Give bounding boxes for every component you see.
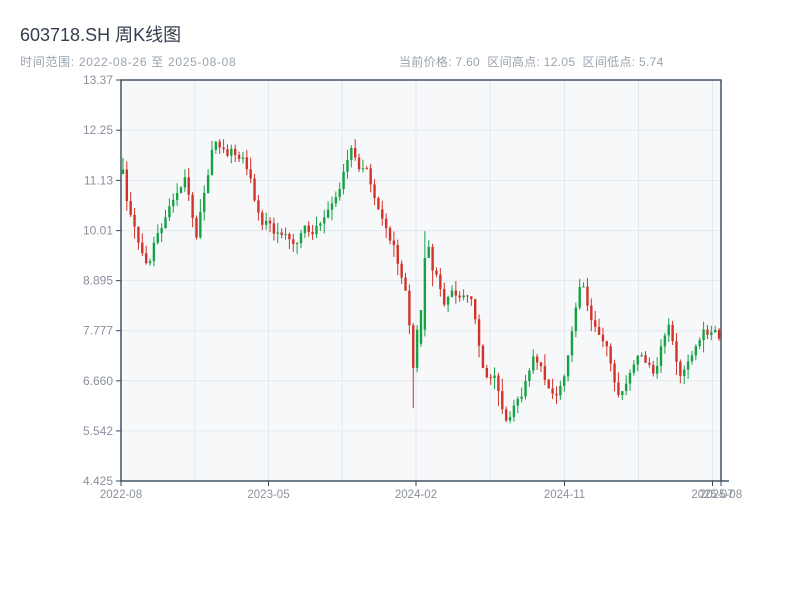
svg-text:11.13: 11.13 [84, 173, 113, 187]
svg-text:12.25: 12.25 [83, 123, 113, 137]
svg-text:10.01: 10.01 [83, 224, 113, 238]
svg-text:2025-08: 2025-08 [700, 489, 742, 501]
svg-text:7.777: 7.777 [83, 324, 113, 338]
svg-text:6.660: 6.660 [83, 374, 113, 388]
svg-text:13.37: 13.37 [83, 73, 113, 87]
svg-text:2023-05: 2023-05 [247, 489, 289, 501]
svg-text:2024-11: 2024-11 [544, 489, 585, 501]
svg-text:4.425: 4.425 [83, 474, 113, 488]
svg-text:5.542: 5.542 [83, 424, 113, 438]
svg-text:8.895: 8.895 [83, 274, 113, 288]
svg-text:2022-08: 2022-08 [100, 489, 142, 501]
svg-text:2024-02: 2024-02 [395, 489, 437, 501]
